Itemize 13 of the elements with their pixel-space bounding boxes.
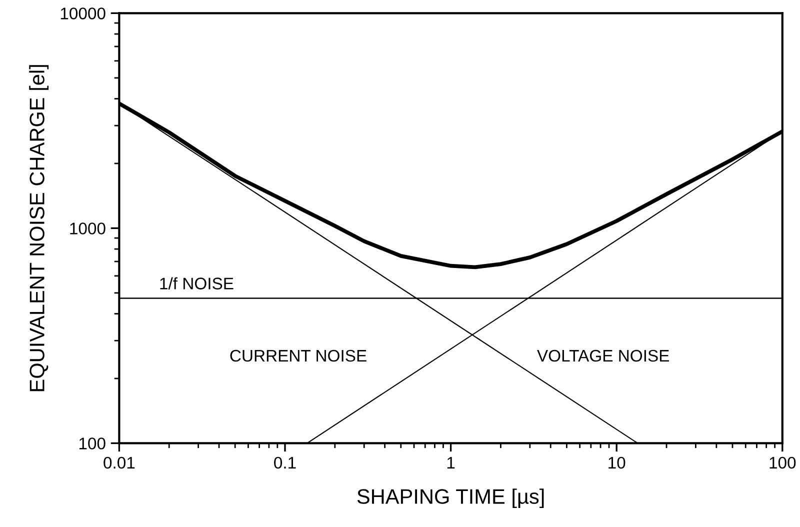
y-tick-label: 100 (79, 438, 106, 450)
x-tick-label: 0.01 (104, 456, 135, 469)
y-tick-label: 10000 (60, 8, 106, 20)
ref-line-label: 1/f NOISE (160, 277, 234, 290)
x-axis-title: SHAPING TIME [µs] (357, 488, 544, 508)
annotation: CURRENT NOISE (230, 350, 366, 362)
x-tick-label: 1 (447, 457, 455, 468)
x-tick-label: 100 (770, 456, 796, 469)
annotation: VOLTAGE NOISE (537, 350, 669, 362)
y-axis-title: EQUIVALENT NOISE CHARGE [el] (29, 65, 49, 392)
y-tick-label: 1000 (70, 222, 106, 234)
x-tick-label: 10 (608, 456, 626, 469)
x-tick-label: 0.1 (274, 456, 296, 469)
